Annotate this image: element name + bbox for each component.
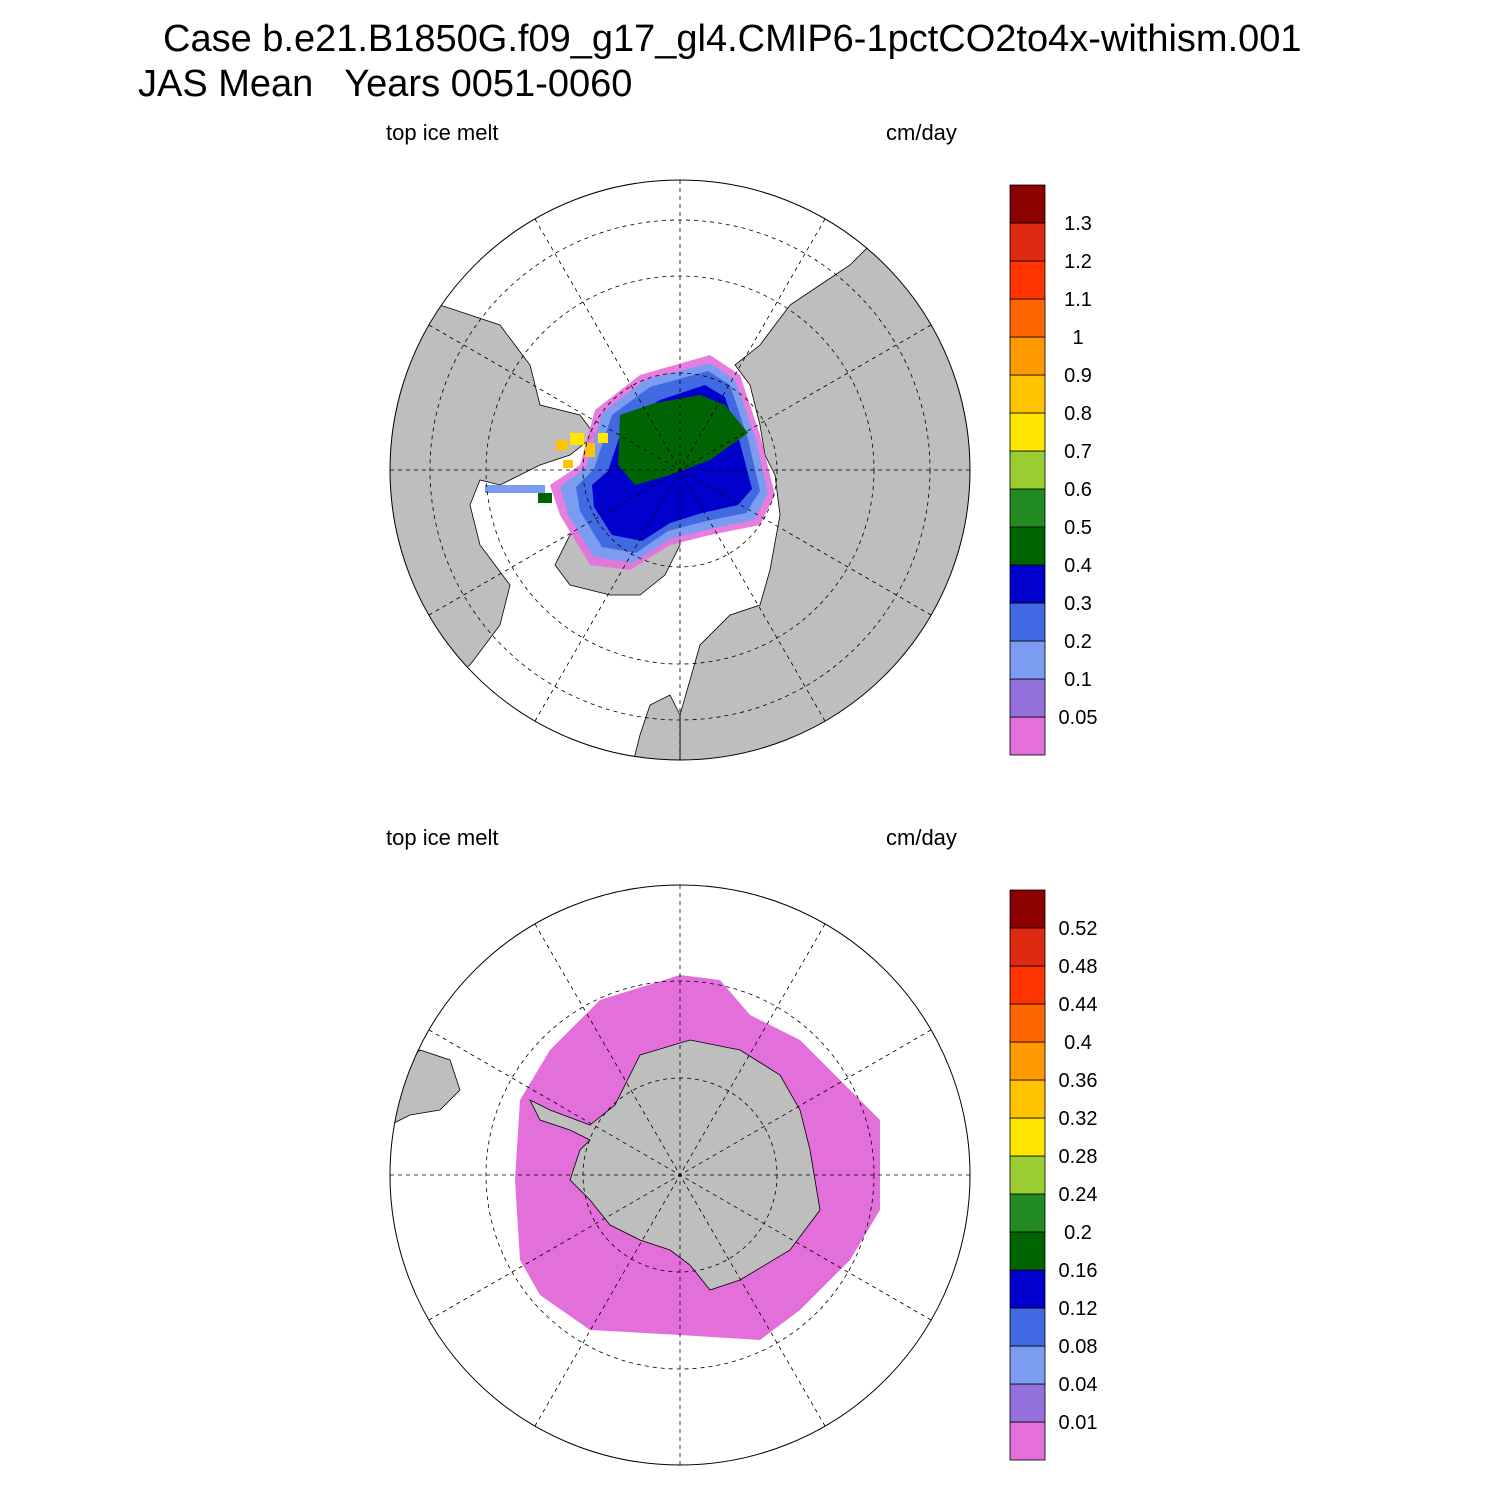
- colorbar-tick-label: 0.01: [1059, 1412, 1098, 1434]
- colorbar-box: [1009, 564, 1046, 604]
- colorbar-box: [1009, 1269, 1046, 1309]
- colorbar-tick-label: 0.2: [1064, 1222, 1092, 1244]
- land-eurasia: [679, 180, 970, 760]
- colorbar-tick-label: 0.3: [1064, 593, 1092, 615]
- colorbar-box: [1009, 1003, 1046, 1043]
- colorbar-tick-label: 0.16: [1059, 1260, 1098, 1282]
- variable-label: top ice melt: [386, 825, 499, 850]
- unit-label: cm/day: [886, 825, 957, 850]
- land-europe: [629, 694, 681, 760]
- colorbar-tick-label: 0.44: [1059, 994, 1098, 1016]
- colorbar-box: [1009, 412, 1046, 452]
- colorbar-tick-label: 0.8: [1064, 403, 1092, 425]
- colorbar-tick-label: 0.36: [1059, 1070, 1098, 1092]
- figure-title-case: Case b.e21.B1850G.f09_g17_gl4.CMIP6-1pct…: [163, 18, 1302, 60]
- panel-north: top ice melt cm/day: [0, 0, 1500, 761]
- colorbar-tick-label: 0.6: [1064, 479, 1092, 501]
- colorbar-box: [1009, 1307, 1046, 1347]
- ice-archipelago: [485, 433, 608, 503]
- colorbar-box: [1009, 260, 1046, 300]
- panel-south: top ice melt cm/day 0.01 0: [0, 705, 1500, 1466]
- colorbar-box: [1009, 640, 1046, 680]
- colorbar-tick-label: 0.2: [1064, 631, 1092, 653]
- colorbar-box: [1009, 184, 1046, 224]
- colorbar-box: [1009, 1231, 1046, 1271]
- colorbar-box: [1009, 450, 1046, 490]
- colorbar-box: [1009, 1383, 1046, 1423]
- unit-label: cm/day: [886, 120, 957, 145]
- colorbar-box: [1009, 488, 1046, 528]
- colorbar-tick-label: 0.5: [1064, 517, 1092, 539]
- colorbar-tick-label: 0.05: [1059, 707, 1098, 729]
- colorbar-tick-label: 1: [1072, 327, 1083, 349]
- colorbar-tick-label: 1.2: [1064, 251, 1092, 273]
- colorbar-tick-label: 0.04: [1059, 1374, 1098, 1396]
- variable-label: top ice melt: [386, 120, 499, 145]
- colorbar-tick-label: 0.9: [1064, 365, 1092, 387]
- colorbar-box: [1009, 1079, 1046, 1119]
- ice-green: [618, 395, 748, 485]
- colorbar-box: [1009, 526, 1046, 566]
- colorbar-box: [1009, 1345, 1046, 1385]
- colorbar-south: 0.01 0.04 0.08 0.12 0.16 0.2 0.24 0.28 0.32 0.36 0…: [1009, 889, 1098, 1461]
- colorbar-north: 0.05 0.1 0.2 0.3 0.4 0.5 0.6 0.7 0.8 0.9 1 1.1 1.2 1.…: [1009, 184, 1098, 756]
- colorbar-box: [1009, 602, 1046, 642]
- land-antarctica: [529, 1039, 821, 1291]
- colorbar-box: [1009, 1117, 1046, 1157]
- colorbar-box: [1009, 374, 1046, 414]
- colorbar-tick-label: 1.1: [1064, 289, 1092, 311]
- colorbar-tick-label: 0.28: [1059, 1146, 1098, 1168]
- colorbar-box: [1009, 1421, 1046, 1461]
- figure-title-period: JAS Mean Years 0051-0060: [138, 63, 633, 105]
- colorbar-box: [1009, 1041, 1046, 1081]
- colorbar-box: [1009, 1155, 1046, 1195]
- colorbar-box: [1009, 336, 1046, 376]
- colorbar-tick-label: 0.7: [1064, 441, 1092, 463]
- colorbar-tick-label: 0.4: [1064, 555, 1092, 577]
- colorbar-box: [1009, 222, 1046, 262]
- colorbar-tick-label: 0.1: [1064, 669, 1092, 691]
- land-north-america: [390, 294, 596, 716]
- colorbar-tick-label: 0.4: [1064, 1032, 1092, 1054]
- south-polar-map: [389, 884, 971, 1466]
- colorbar-tick-label: 1.3: [1064, 213, 1092, 235]
- colorbar-box: [1009, 965, 1046, 1005]
- colorbar-tick-label: 0.08: [1059, 1336, 1098, 1358]
- colorbar-box: [1009, 1193, 1046, 1233]
- colorbar-tick-label: 0.24: [1059, 1184, 1098, 1206]
- colorbar-tick-label: 0.12: [1059, 1298, 1098, 1320]
- colorbar-tick-label: 0.48: [1059, 956, 1098, 978]
- colorbar-box: [1009, 298, 1046, 338]
- colorbar-tick-label: 0.52: [1059, 918, 1098, 940]
- colorbar-box: [1009, 716, 1046, 756]
- colorbar-tick-label: 0.32: [1059, 1108, 1098, 1130]
- north-polar-map: [389, 179, 971, 761]
- colorbar-box: [1009, 889, 1046, 929]
- colorbar-box: [1009, 927, 1046, 967]
